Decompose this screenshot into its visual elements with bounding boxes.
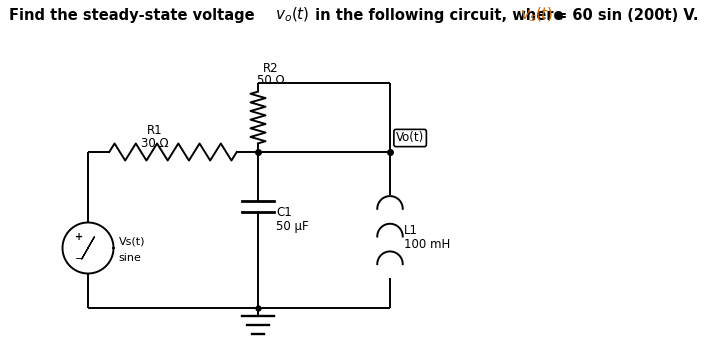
Text: C1: C1 xyxy=(276,205,292,219)
Text: = 60 sin (200t) V.: = 60 sin (200t) V. xyxy=(550,8,698,23)
Text: −: − xyxy=(74,255,83,265)
Text: in the following circuit, where: in the following circuit, where xyxy=(310,8,568,23)
Text: 30 Ω: 30 Ω xyxy=(141,136,169,149)
Text: $\mathit{v}_{o}(t)$: $\mathit{v}_{o}(t)$ xyxy=(275,6,310,24)
Text: Vs(t): Vs(t) xyxy=(118,236,145,246)
Text: 50 μF: 50 μF xyxy=(276,219,309,233)
Text: Find the steady-state voltage: Find the steady-state voltage xyxy=(9,8,260,23)
Text: R1: R1 xyxy=(147,123,163,136)
Text: sine: sine xyxy=(118,253,142,263)
Text: $\mathit{v}_{s}(t)$: $\mathit{v}_{s}(t)$ xyxy=(520,6,553,24)
Text: 100 mH: 100 mH xyxy=(404,238,450,251)
Text: L1: L1 xyxy=(404,224,418,237)
Text: 50 Ω: 50 Ω xyxy=(257,75,285,88)
Text: R2: R2 xyxy=(264,62,279,75)
Text: +: + xyxy=(75,232,83,242)
Text: Vo(t): Vo(t) xyxy=(396,131,424,145)
